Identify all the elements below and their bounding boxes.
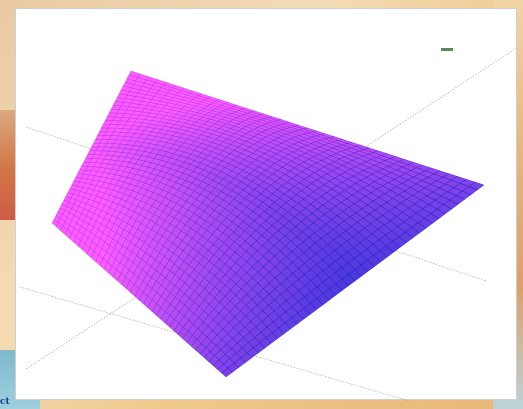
legend-swatch: [441, 48, 453, 51]
surface-plot-window: [15, 8, 518, 401]
surface-cell: [468, 181, 485, 190]
surface-plot: [19, 46, 518, 401]
corner-text: ct: [0, 397, 10, 407]
surface-mesh: [51, 70, 485, 378]
